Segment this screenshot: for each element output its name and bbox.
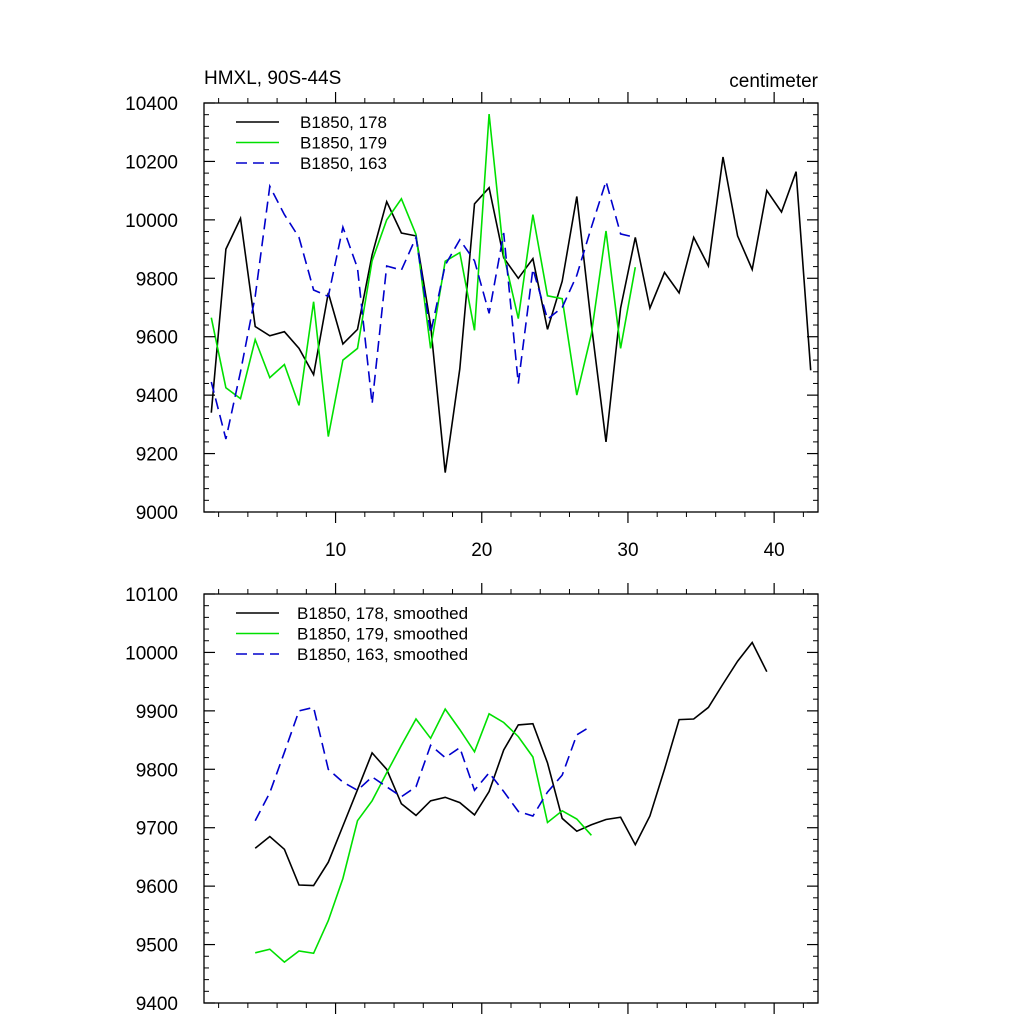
y-tick-label: 9500 (136, 936, 178, 957)
series-line-2 (210, 114, 637, 437)
series-line-2 (255, 707, 592, 964)
x-tick-label: 20 (471, 540, 492, 561)
legend-label-3: B1850, 163 (300, 154, 387, 173)
y-tick-label: 9700 (136, 819, 178, 840)
y-tick-label: 9600 (136, 877, 178, 898)
x-tick-label: 10 (325, 540, 346, 561)
x-tick-label: 40 (764, 540, 785, 561)
plot-frame: 9000 9200 9400 9600 9800 10000 10200 10400 10 20 3… (125, 92, 819, 561)
plot-frame: 9400 9500 9600 9700 9800 9900 10000 10100 (125, 583, 819, 1015)
legend-label-1: B1850, 178, smoothed (297, 604, 468, 623)
legend-label-2: B1850, 179, smoothed (297, 625, 468, 644)
chart-title-left: HMXL, 90S-44S (204, 68, 341, 89)
y-tick-label: 10000 (125, 211, 178, 232)
series-line-3 (210, 178, 636, 440)
legend-label-2: B1850, 179 (300, 134, 387, 153)
panel-top: HMXL, 90S-44S centimeter 9000 9200 9400 960… (125, 68, 819, 561)
y-tick-label: 9800 (136, 269, 178, 290)
y-tick-label: 9800 (136, 760, 178, 781)
y-tick-label: 10000 (125, 643, 178, 664)
x-tick-label: 30 (617, 540, 638, 561)
y-tick-label: 9200 (136, 445, 178, 466)
y-tick-label: 9900 (136, 702, 178, 723)
series-line-3 (254, 706, 592, 822)
y-tick-label: 9000 (136, 503, 178, 524)
y-tick-label: 10400 (125, 94, 178, 115)
legend: B1850, 178, smoothed B1850, 179, smoothed… (236, 604, 468, 664)
series-group (254, 641, 768, 964)
y-tick-label: 9600 (136, 328, 178, 349)
legend-label-1: B1850, 178 (300, 113, 387, 132)
y-tick-label: 9400 (136, 386, 178, 407)
legend-label-3: B1850, 163, smoothed (297, 645, 468, 664)
series-line-1 (254, 641, 768, 887)
y-tick-label: 10200 (125, 152, 178, 173)
panel-bottom: 9400 9500 9600 9700 9800 9900 10000 10100 B1850… (125, 583, 819, 1015)
y-tick-label: 9400 (136, 994, 178, 1015)
chart-title-right: centimeter (729, 71, 818, 92)
series-line-1 (210, 156, 812, 473)
series-group (210, 114, 812, 473)
y-tick-label: 10100 (125, 585, 178, 606)
